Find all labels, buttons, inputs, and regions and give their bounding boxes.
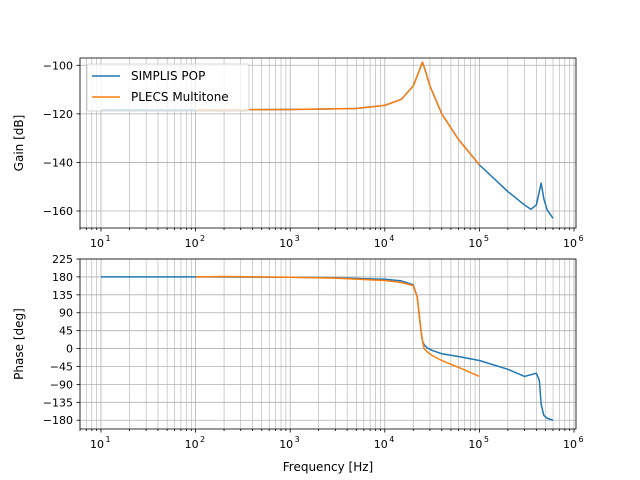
series-line-simplis-pop bbox=[100, 276, 554, 421]
y-tick-label: −120 bbox=[43, 108, 73, 121]
x-tick-label-exponent: 4 bbox=[389, 435, 394, 444]
y-tick-label: −90 bbox=[50, 378, 73, 391]
y-tick-label: −135 bbox=[43, 396, 73, 409]
x-tick-label: 10 bbox=[90, 237, 104, 250]
x-tick-label: 10 bbox=[374, 237, 388, 250]
x-tick-label-exponent: 4 bbox=[389, 234, 394, 243]
x-tick-label: 10 bbox=[279, 237, 293, 250]
x-tick-label: 10 bbox=[563, 237, 577, 250]
y-tick-label: −160 bbox=[43, 205, 73, 218]
x-tick-label: 10 bbox=[279, 438, 293, 451]
y-tick-label: −100 bbox=[43, 59, 73, 72]
y-tick-label: 45 bbox=[59, 325, 73, 338]
x-tick-label: 10 bbox=[185, 237, 199, 250]
legend-label-plecs: PLECS Multitone bbox=[131, 90, 229, 104]
x-tick-label-exponent: 2 bbox=[200, 234, 205, 243]
y-tick-label: −45 bbox=[50, 360, 73, 373]
y-tick-label: 90 bbox=[59, 307, 73, 320]
gain-axes-frame bbox=[79, 57, 577, 229]
y-tick-label: 180 bbox=[52, 271, 73, 284]
gain-y-axis-label: Gain [dB] bbox=[12, 115, 26, 172]
x-tick-label: 10 bbox=[185, 438, 199, 451]
x-tick-label: 10 bbox=[468, 237, 482, 250]
x-tick-label-exponent: 2 bbox=[200, 435, 205, 444]
x-tick-label-exponent: 3 bbox=[295, 234, 300, 243]
phase-y-axis-label: Phase [deg] bbox=[12, 308, 26, 380]
x-tick-label: 10 bbox=[468, 438, 482, 451]
series-line-plecs-multitone bbox=[195, 275, 480, 378]
x-tick-label-exponent: 1 bbox=[105, 234, 110, 243]
x-tick-label: 10 bbox=[374, 438, 388, 451]
gain-legend: SIMPLIS POP PLECS Multitone bbox=[86, 63, 250, 112]
legend-box bbox=[86, 63, 250, 112]
y-tick-label: −140 bbox=[43, 156, 73, 169]
x-tick-label-exponent: 5 bbox=[484, 435, 489, 444]
y-tick-label: −180 bbox=[43, 414, 73, 427]
series-line-plecs-multitone bbox=[195, 61, 480, 166]
legend-label-simplis: SIMPLIS POP bbox=[131, 69, 205, 83]
y-tick-label: 135 bbox=[52, 289, 73, 302]
x-tick-label-exponent: 5 bbox=[484, 234, 489, 243]
phase-subplot: 10 1 10 2 10 3 10 4 10 5 10 622518013590450−45−90−1… bbox=[12, 253, 584, 474]
gain-lines bbox=[100, 61, 554, 219]
phase-ticks: 10 1 10 2 10 3 10 4 10 5 10 622518013590450−45−90−1… bbox=[43, 253, 584, 451]
phase-lines bbox=[100, 275, 554, 421]
x-tick-label-exponent: 3 bbox=[295, 435, 300, 444]
x-tick-label-exponent: 1 bbox=[105, 435, 110, 444]
frequency-x-axis-label: Frequency [Hz] bbox=[283, 460, 374, 474]
x-tick-label: 10 bbox=[563, 438, 577, 451]
x-tick-label-exponent: 6 bbox=[578, 234, 583, 243]
gain-subplot: 10 1 10 2 10 3 10 4 10 5 10 6−100−120−140−160 SIMPL… bbox=[12, 57, 584, 250]
y-tick-label: 225 bbox=[52, 253, 73, 266]
phase-axes-frame bbox=[79, 258, 577, 430]
gain-ticks: 10 1 10 2 10 3 10 4 10 5 10 6−100−120−140−160 bbox=[43, 59, 584, 250]
x-tick-label: 10 bbox=[90, 438, 104, 451]
x-tick-label-exponent: 6 bbox=[578, 435, 583, 444]
y-tick-label: 0 bbox=[66, 343, 73, 356]
